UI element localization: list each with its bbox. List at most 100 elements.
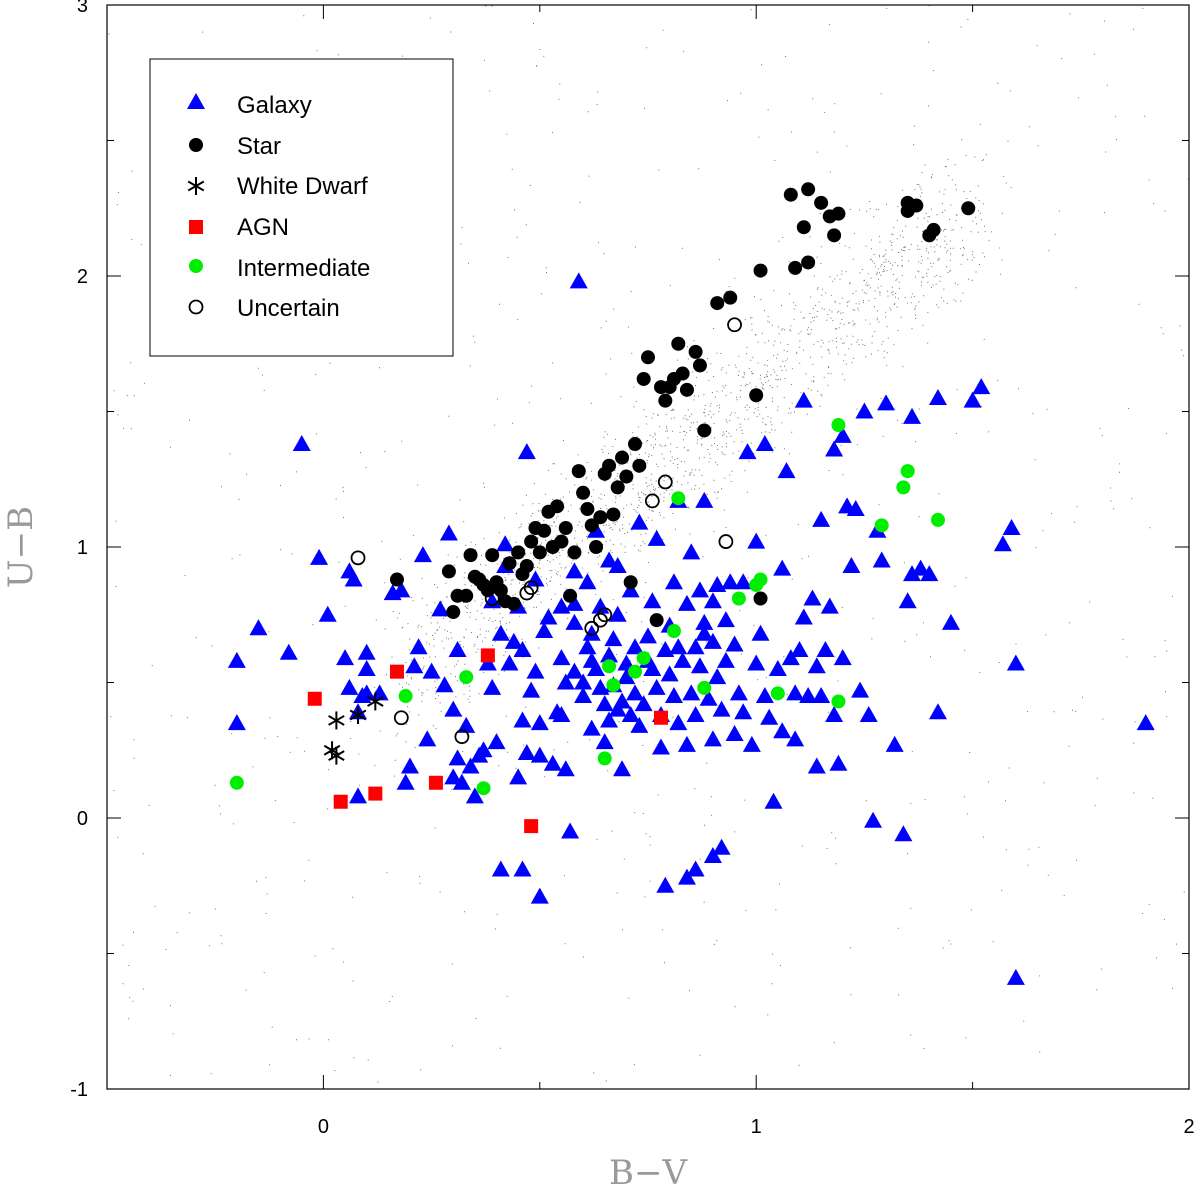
point-galaxy [600,646,619,663]
point-galaxy [491,624,510,641]
point-galaxy [812,510,831,527]
point-galaxy [517,743,536,760]
point-galaxy [530,887,549,904]
point-star [589,540,604,554]
point-galaxy [396,773,415,790]
x-axis-title: B−V [609,1153,688,1190]
point-galaxy [478,654,497,671]
point-star [485,548,500,563]
point-galaxy [539,608,558,625]
point-star [697,423,712,438]
point-galaxy [461,757,480,774]
point-galaxy [764,792,783,809]
point-galaxy [760,708,779,725]
point-star [558,521,573,536]
point-galaxy [851,681,870,698]
point-galaxy [513,711,532,728]
point-intermediate [900,464,915,479]
point-intermediate [398,689,413,704]
point-galaxy [513,640,532,657]
y-tick-label: 3 [77,0,88,17]
point-galaxy [639,627,657,644]
point-galaxy [872,551,891,568]
point-galaxy [833,426,852,443]
point-galaxy [357,643,376,660]
point-intermediate [930,512,945,527]
point-galaxy [656,876,675,893]
point-galaxy [565,613,584,630]
point-galaxy [340,678,359,695]
point-star [688,344,703,359]
point-galaxy [686,638,705,655]
point-agn [389,664,404,679]
point-galaxy [677,735,696,752]
point-galaxy [582,719,601,736]
point-galaxy [621,706,640,723]
point-galaxy [695,624,714,641]
point-star [632,458,647,473]
point-galaxy [626,684,645,701]
point-galaxy [513,860,532,877]
point-galaxy [894,825,913,842]
point-intermediate [753,572,768,587]
point-galaxy [565,662,584,679]
point-galaxy [786,730,805,747]
point-galaxy [725,635,744,652]
point-galaxy [439,524,458,541]
point-galaxy [457,716,476,733]
point-galaxy [794,608,813,625]
point-intermediate [459,670,474,685]
point-galaxy [807,757,826,774]
point-star [602,458,617,473]
point-galaxy [855,402,874,419]
point-galaxy [465,787,484,804]
point-galaxy [690,581,709,598]
point-galaxy [600,711,619,728]
point-galaxy [747,654,766,671]
point-galaxy [846,500,865,517]
point-galaxy [773,722,792,739]
point-galaxy [864,811,883,828]
point-galaxy [392,581,411,598]
point-galaxy [721,573,740,590]
point-galaxy [742,735,761,752]
point-galaxy [643,659,662,676]
point-star [909,198,924,213]
point-galaxy [669,714,688,731]
point-galaxy [310,548,329,565]
point-intermediate [606,678,621,693]
point-galaxy [574,687,593,704]
point-galaxy [630,716,649,733]
point-star [537,523,552,538]
point-galaxy [591,678,610,695]
point-agn [524,819,539,834]
point-galaxy [608,556,627,573]
point-galaxy [483,678,502,695]
point-star [615,450,630,465]
point-galaxy [773,559,792,576]
point-galaxy [565,594,584,611]
point-galaxy [747,532,766,549]
point-galaxy [903,407,922,424]
point-star [749,388,764,403]
point-galaxy [526,570,545,587]
point-star [961,201,976,216]
x-tick-label: 0 [318,1116,329,1138]
y-tick-label: -1 [70,1079,88,1101]
point-galaxy [357,684,376,701]
point-uncertain [350,550,366,566]
axis-ticks: 0 1 2 -1 0 1 2 3 [70,0,1194,1138]
point-galaxy [842,556,861,573]
legend-symbols [187,93,205,315]
point-star [619,469,634,484]
point-uncertain [727,317,742,333]
point-galaxy [474,741,493,758]
point-galaxy [556,760,575,777]
point-galaxy [725,724,744,741]
point-intermediate [602,659,617,674]
point-white-dwarf [367,692,384,711]
point-galaxy [444,700,463,717]
point-galaxy [677,594,696,611]
point-intermediate [476,781,491,796]
